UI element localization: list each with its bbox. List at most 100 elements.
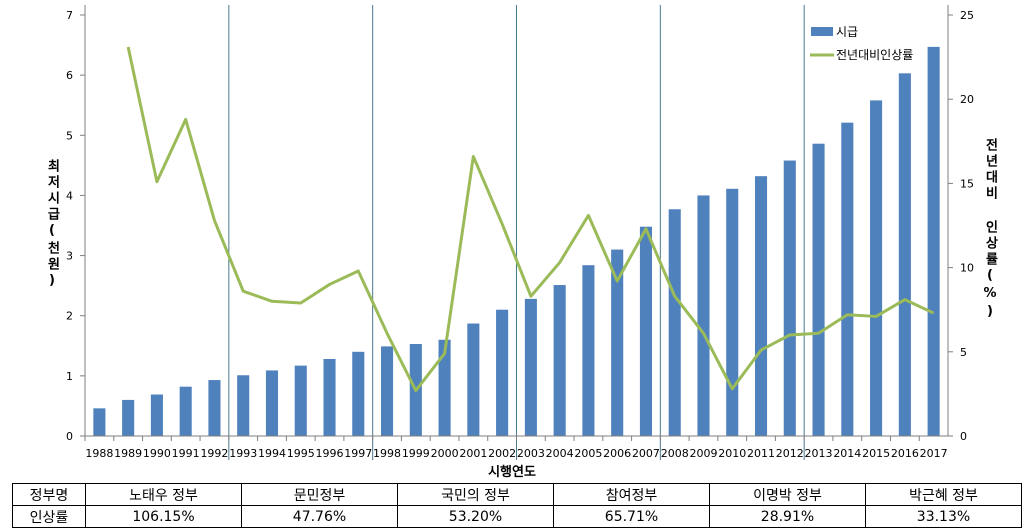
x-tick-label: 1990 — [143, 447, 171, 460]
x-tick-label: 1993 — [229, 447, 257, 460]
left-axis-ticks: 0 1 2 3 4 5 6 7 — [66, 9, 85, 443]
legend-line-label: 전년대비인상률 — [836, 48, 913, 62]
x-axis-title: 시행연도 — [488, 464, 536, 480]
wage-bar — [122, 399, 135, 436]
wage-bar — [726, 188, 739, 436]
left-tick-label: 5 — [66, 129, 73, 142]
right-tick-label: 10 — [960, 262, 974, 275]
x-tick-label: 1991 — [172, 447, 200, 460]
government-rate: 53.20% — [397, 505, 554, 528]
right-tick-label: 15 — [960, 177, 974, 190]
left-tick-label: 2 — [66, 310, 73, 323]
x-tick-label: 2006 — [603, 447, 631, 460]
government-rate: 47.76% — [241, 505, 398, 528]
wage-bar — [208, 380, 221, 436]
wage-bars — [93, 46, 940, 437]
x-tick-label: 2010 — [718, 447, 746, 460]
wage-bar — [179, 386, 192, 436]
right-tick-label: 25 — [960, 9, 974, 22]
x-tick-label: 2001 — [459, 447, 487, 460]
x-tick-label: 1995 — [287, 447, 315, 460]
wage-bar — [783, 160, 796, 436]
wage-bar — [294, 365, 307, 436]
left-tick-label: 1 — [66, 370, 73, 383]
government-rate: 33.13% — [865, 505, 1022, 528]
government-rate: 65.71% — [553, 505, 710, 528]
wage-bar — [438, 339, 451, 436]
government-name: 참여정부 — [553, 483, 710, 506]
wage-bar — [467, 323, 480, 436]
government-rate: 28.91% — [709, 505, 866, 528]
left-axis-title: 최저시급(천원) — [45, 159, 60, 291]
left-tick-label: 6 — [66, 69, 73, 82]
x-tick-label: 2005 — [574, 447, 602, 460]
x-tick-label: 2016 — [891, 447, 919, 460]
wage-bar — [639, 226, 652, 436]
government-name: 이명박 정부 — [709, 483, 866, 506]
period-dividers — [228, 5, 805, 460]
wage-bar — [754, 176, 768, 436]
x-tick-label: 2004 — [546, 447, 574, 460]
x-tick-label: 2008 — [661, 447, 689, 460]
x-tick-label: 2011 — [747, 447, 775, 460]
legend-bar-swatch — [811, 27, 833, 36]
government-table: 정부명 노태우 정부 문민정부 국민의 정부 참여정부 이명박 정부 박근혜 정… — [12, 483, 1022, 528]
wage-bar — [237, 375, 250, 436]
x-tick-label: 2007 — [632, 447, 660, 460]
left-tick-label: 3 — [66, 250, 73, 263]
wage-bar — [93, 408, 106, 436]
x-tick-label: 2013 — [805, 447, 833, 460]
x-tick-label: 2014 — [833, 447, 861, 460]
wage-bar — [582, 265, 595, 436]
government-name: 국민의 정부 — [397, 483, 554, 506]
wage-bar — [841, 122, 854, 437]
wage-bar — [496, 309, 509, 436]
wage-bar — [697, 195, 710, 436]
wage-bar — [524, 298, 537, 436]
wage-bar — [668, 209, 681, 436]
x-tick-label: 1992 — [200, 447, 228, 460]
government-name: 박근혜 정부 — [865, 483, 1022, 506]
wage-bar — [812, 143, 825, 436]
government-rate: 106.15% — [85, 505, 242, 528]
wage-bar — [381, 346, 394, 436]
x-tick-label: 1989 — [114, 447, 142, 460]
left-tick-label: 4 — [66, 189, 73, 202]
right-tick-label: 0 — [960, 430, 967, 443]
table-row-label: 인상률 — [12, 505, 86, 528]
wage-bar — [323, 359, 336, 436]
wage-bar — [553, 285, 566, 436]
government-name: 문민정부 — [241, 483, 398, 506]
x-tick-label: 2003 — [517, 447, 545, 460]
x-tick-label: 1998 — [373, 447, 401, 460]
government-name: 노태우 정부 — [85, 483, 242, 506]
wage-bar — [150, 394, 163, 436]
x-tick-label: 2017 — [920, 447, 948, 460]
left-tick-label: 0 — [66, 430, 73, 443]
x-tick-label: 1997 — [344, 447, 372, 460]
legend: 시급 전년대비인상률 — [810, 25, 913, 62]
right-axis-ticks: 0 5 10 15 20 25 — [948, 9, 974, 443]
legend-bar-label: 시급 — [836, 25, 858, 39]
x-tick-label: 1999 — [402, 447, 430, 460]
table-header-row: 정부명 노태우 정부 문민정부 국민의 정부 참여정부 이명박 정부 박근혜 정… — [12, 483, 1022, 506]
x-tick-label: 1988 — [85, 447, 113, 460]
wage-bar — [898, 73, 911, 437]
right-tick-label: 5 — [960, 346, 967, 359]
x-tick-label: 1994 — [258, 447, 286, 460]
x-tick-label: 2000 — [431, 447, 459, 460]
minimum-wage-chart: 0 1 2 3 4 5 6 7 0 5 10 15 20 25 1988 1989 1990 1991 1992… — [45, 5, 998, 480]
left-tick-label: 7 — [66, 9, 73, 22]
wage-bar — [870, 100, 883, 436]
right-axis-title: 전년대비 인상률(%) — [983, 137, 998, 322]
wage-bar — [927, 46, 940, 437]
table-value-row: 인상률 106.15% 47.76% 53.20% 65.71% 28.91% … — [12, 505, 1022, 528]
wage-bar — [265, 370, 279, 436]
rate-line — [126, 46, 935, 393]
x-tick-label: 2012 — [776, 447, 804, 460]
x-tick-label: 2009 — [689, 447, 717, 460]
x-tick-label: 2002 — [488, 447, 516, 460]
x-axis-ticks: 1988 1989 1990 1991 1992 1993 1994 1995 1996 1997… — [84, 436, 948, 460]
table-row-label: 정부명 — [12, 483, 86, 506]
wage-bar — [611, 249, 624, 436]
